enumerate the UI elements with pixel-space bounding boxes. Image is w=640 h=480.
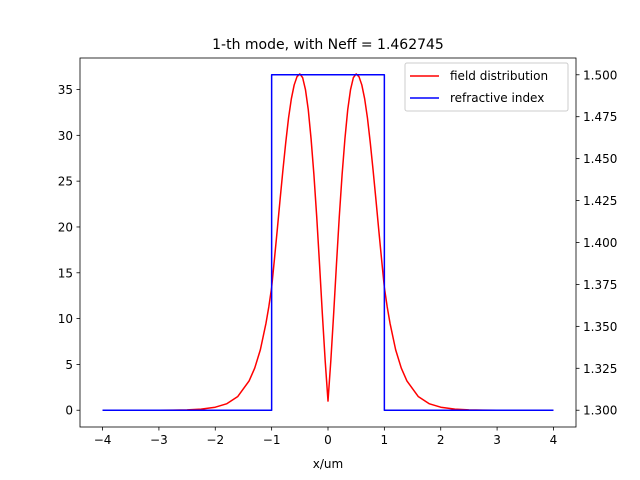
legend-label-index: refractive index	[450, 91, 544, 105]
x-axis-label: x/um	[313, 457, 343, 471]
y-left-tick-label: 35	[58, 83, 73, 97]
chart-title: 1-th mode, with Neff = 1.462745	[212, 37, 444, 53]
y-right-tick-label: 1.300	[583, 404, 617, 418]
y-right-tick-label: 1.500	[583, 68, 617, 82]
x-tick-label: 4	[550, 433, 558, 447]
axes: −4 −3 −2 −1 0 1 2 3 4 0 5 10 15 20 25 30 35 1.300 1.325 1.3…	[58, 57, 617, 447]
y-left-tick-label: 30	[58, 129, 73, 143]
y-right-tick-label: 1.425	[583, 194, 617, 208]
y-right-tick-label: 1.400	[583, 236, 617, 250]
x-tick-label: 1	[381, 433, 389, 447]
y-left-tick-label: 0	[65, 404, 73, 418]
y-right-tick-label: 1.350	[583, 320, 617, 334]
plot-area	[102, 73, 554, 411]
x-tick-label: 2	[437, 433, 445, 447]
x-tick-label: −4	[94, 433, 112, 447]
axes-frame	[79, 57, 577, 428]
series-line-0	[102, 73, 554, 411]
y-right-tick-label: 1.475	[583, 110, 617, 124]
y-right-tick-label: 1.450	[583, 152, 617, 166]
y-right-tick-label: 1.375	[583, 278, 617, 292]
x-tick-label: 0	[324, 433, 332, 447]
y-left-tick-label: 5	[65, 358, 73, 372]
x-tick-label: 3	[493, 433, 501, 447]
series-line-1	[102, 74, 554, 411]
y-left-tick-label: 10	[58, 312, 73, 326]
legend: field distribution refractive index	[404, 62, 569, 112]
y-left-tick-label: 15	[58, 266, 73, 280]
x-tick-label: −3	[150, 433, 168, 447]
legend-box	[404, 62, 569, 112]
x-tick-label: −2	[206, 433, 224, 447]
y-left-tick-label: 20	[58, 220, 73, 234]
legend-label-field: field distribution	[450, 69, 548, 83]
x-tick-label: −1	[263, 433, 281, 447]
y-left-tick-label: 25	[58, 175, 73, 189]
y-right-tick-label: 1.325	[583, 362, 617, 376]
